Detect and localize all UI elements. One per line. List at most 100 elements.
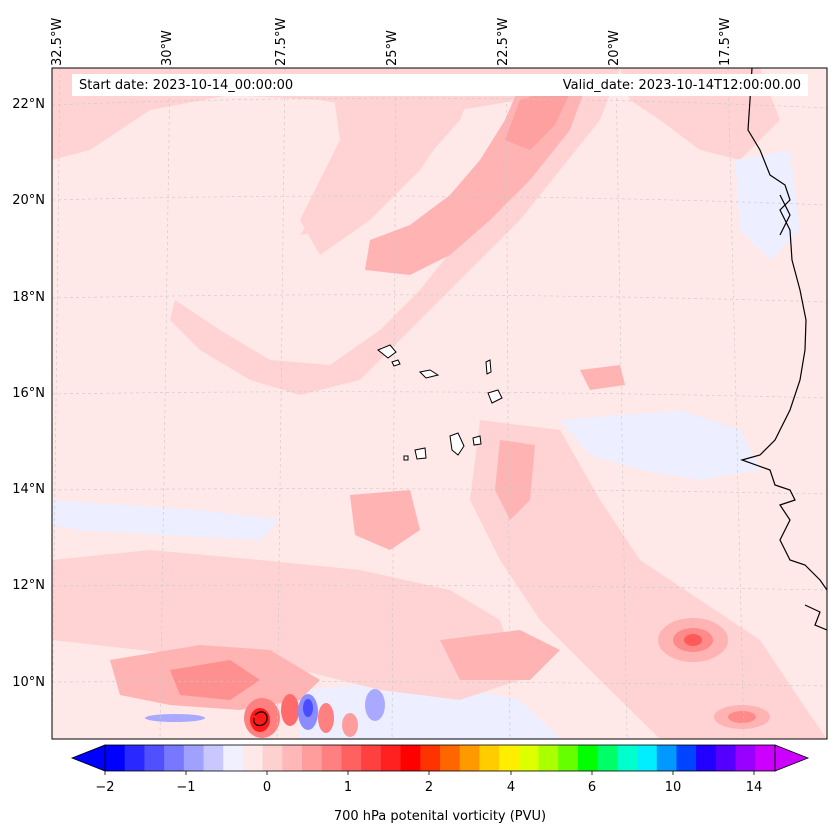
colorbar-swatch (361, 745, 382, 771)
map-frame (51, 67, 828, 740)
colorbar-extend-high (774, 744, 810, 772)
pv-negative-west (52, 500, 280, 540)
colorbar-swatch (262, 745, 283, 771)
colorbar-swatch (183, 745, 205, 771)
pv-dipole-red-1-core (250, 708, 270, 732)
colorbar-tick-label: 6 (587, 780, 597, 795)
lon-label: 22.5°W (496, 6, 514, 66)
colorbar-swatch (479, 745, 500, 771)
colorbar-tick-label: 2 (424, 780, 434, 795)
colorbar-swatch (459, 745, 480, 771)
colorbar-swatch (597, 745, 618, 771)
pv-negative-east (735, 150, 800, 260)
pv-dipole-blue-2 (365, 689, 385, 721)
pv-dipole-blue-3 (145, 714, 205, 722)
colorbar-swatch (696, 745, 717, 771)
colorbar-swatch (676, 745, 697, 771)
colorbar-swatch (518, 745, 540, 771)
lon-label: 27.5°W (274, 6, 292, 66)
colorbar (70, 744, 810, 775)
colorbar-label: 700 hPa potenital vorticity (PVU) (333, 809, 547, 824)
colorbar-tick-label: −1 (176, 780, 196, 795)
colorbar-swatch (577, 745, 599, 771)
lon-label: 30°W (160, 6, 178, 66)
lat-label: 18°N (12, 290, 45, 305)
lon-label: 25°W (385, 6, 403, 66)
colorbar-swatch (715, 745, 737, 771)
start-date: Start date: 2023-10-14_00:00:00 (79, 78, 294, 93)
colorbar-swatch (124, 745, 145, 771)
colorbar-tick-label: 14 (745, 780, 763, 795)
pv-central-streak (495, 440, 535, 520)
lat-label: 14°N (12, 482, 45, 497)
colorbar-swatch (656, 745, 677, 771)
colorbar-swatch (380, 745, 402, 771)
colorbar-swatch (440, 745, 461, 771)
colorbar-swatch (105, 745, 126, 771)
pv-ridge-core (505, 82, 575, 150)
colorbar-swatch (538, 745, 559, 771)
vortex-contour (253, 711, 268, 727)
africa-coast (740, 68, 827, 591)
colorbar-tick-label: 10 (664, 780, 682, 795)
lon-label-text: 27.5°W (274, 17, 289, 66)
pv-dipole-blue-1-core (303, 699, 313, 717)
colorbar-swatch (223, 745, 244, 771)
pv-mid-blob (350, 490, 420, 550)
pv-max-se-inner (728, 711, 756, 723)
valid-date: Valid_date: 2023-10-14T12:00:00.00 (562, 78, 801, 93)
lon-label-text: 25°W (385, 30, 400, 66)
pv-west-band (52, 550, 520, 700)
colorbar-tick-label: −2 (95, 780, 115, 795)
colorbar-swatch (282, 745, 303, 771)
colorbar-swatch (144, 745, 165, 771)
date-header: Start date: 2023-10-14_00:00:00 Valid_da… (72, 74, 808, 96)
colorbar-swatch (558, 745, 579, 771)
colorbar-swatch (420, 745, 441, 771)
lon-label-text: 17.5°W (718, 17, 733, 66)
pv-west-band-core (170, 660, 260, 700)
coastline (740, 68, 827, 631)
colorbar-extend-low (70, 744, 106, 772)
colorbar-tick-label: 4 (506, 780, 516, 795)
colorbar-swatch (302, 745, 323, 771)
lat-label: 12°N (12, 578, 45, 593)
pv-max-east-core (684, 634, 702, 646)
lon-label-text: 20°W (607, 30, 622, 66)
colorbar-ticks (104, 771, 755, 775)
pv-negative-mid (560, 410, 760, 480)
colorbar-swatch (203, 745, 224, 771)
pv-central-band (470, 420, 827, 739)
pv-mid-blob-2 (440, 630, 560, 680)
cape-verde-islands (377, 344, 503, 461)
lon-label-text: 22.5°W (496, 17, 511, 66)
lon-label: 17.5°W (718, 6, 736, 66)
colorbar-swatch (164, 745, 185, 771)
pv-dipole-red-3 (318, 703, 334, 733)
colorbar-tick-label: 1 (343, 780, 353, 795)
colorbar-swatch (617, 745, 638, 771)
lon-label-text: 32.5°W (50, 17, 65, 66)
pv-mid-blob-3 (580, 365, 625, 390)
colorbar-swatch (755, 745, 776, 771)
graticule (52, 68, 827, 739)
lon-label: 32.5°W (50, 6, 68, 66)
lat-label: 20°N (12, 193, 45, 208)
lon-label: 20°W (607, 6, 625, 66)
colorbar-swatch (499, 745, 520, 771)
lon-label-text: 30°W (160, 30, 175, 66)
lat-label: 22°N (12, 97, 45, 112)
pv-dipole-red-4 (342, 713, 358, 737)
pv-negative-south (300, 680, 560, 739)
lat-label: 16°N (12, 386, 45, 401)
colorbar-tick-label: 0 (262, 780, 272, 795)
colorbar-frame (104, 744, 776, 772)
colorbar-swatch (321, 745, 342, 771)
colorbar-swatch (341, 745, 362, 771)
lat-label: 10°N (12, 675, 45, 690)
colorbar-swatch (735, 745, 756, 771)
pv-dipole-red-2 (281, 694, 299, 726)
colorbar-swatch (637, 745, 658, 771)
colorbar-swatch (242, 745, 264, 771)
